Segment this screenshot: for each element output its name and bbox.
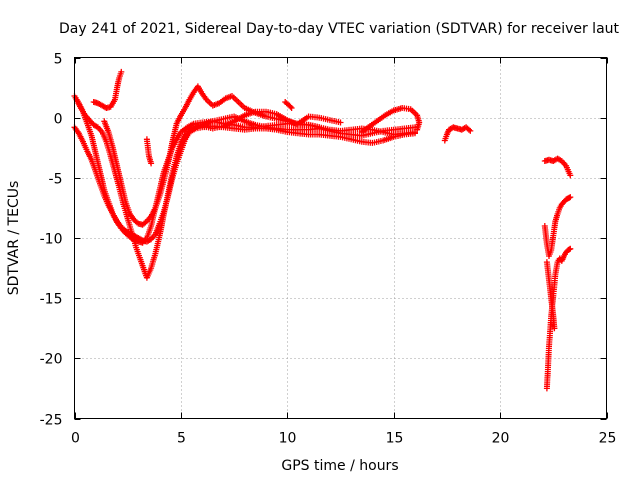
series-track-d (90, 68, 125, 111)
series-track-h (282, 99, 295, 111)
x-axis-title: GPS time / hours (281, 458, 398, 474)
series-track-n (543, 259, 558, 332)
x-tick-label: 10 (279, 431, 297, 447)
data-marks (71, 68, 574, 392)
data-point-markers (143, 136, 155, 167)
series-track-f (143, 136, 155, 167)
data-point-markers (541, 155, 574, 179)
series-track-l (541, 194, 574, 259)
x-tick-label: 20 (492, 431, 510, 447)
series-track-j (441, 124, 474, 144)
y-tick-label: 5 (54, 52, 63, 68)
data-point-markers (441, 124, 474, 144)
data-point-markers (199, 108, 323, 132)
tick-marks (74, 57, 608, 420)
data-point-markers (73, 96, 418, 281)
series-track-c (73, 96, 418, 281)
x-tick-labels: 0 5 10 15 20 25 (71, 431, 616, 447)
x-tick-label: 0 (71, 431, 80, 447)
data-point-markers (90, 68, 125, 111)
data-point-markers (282, 99, 295, 111)
y-tick-label: 0 (54, 112, 63, 128)
data-point-markers (358, 105, 423, 136)
y-tick-label: -20 (40, 352, 63, 368)
series-track-m (541, 155, 574, 179)
y-tick-label: -15 (40, 292, 63, 308)
y-tick-label: -10 (40, 232, 63, 248)
y-tick-label: -25 (40, 413, 63, 429)
y-tick-label: -5 (49, 172, 63, 188)
y-tick-labels: -25 -20 -15 -10 -5 0 5 (40, 52, 63, 429)
data-point-markers (541, 194, 574, 259)
series-track-i (358, 105, 423, 136)
y-axis-title: SDTVAR / TECUs (6, 181, 22, 296)
x-tick-label: 25 (599, 431, 617, 447)
series-track-g (199, 108, 323, 132)
chart-title: Day 241 of 2021, Sidereal Day-to-day VTE… (59, 21, 620, 37)
x-tick-label: 15 (386, 431, 404, 447)
data-point-markers (543, 259, 558, 332)
x-tick-label: 5 (177, 431, 186, 447)
